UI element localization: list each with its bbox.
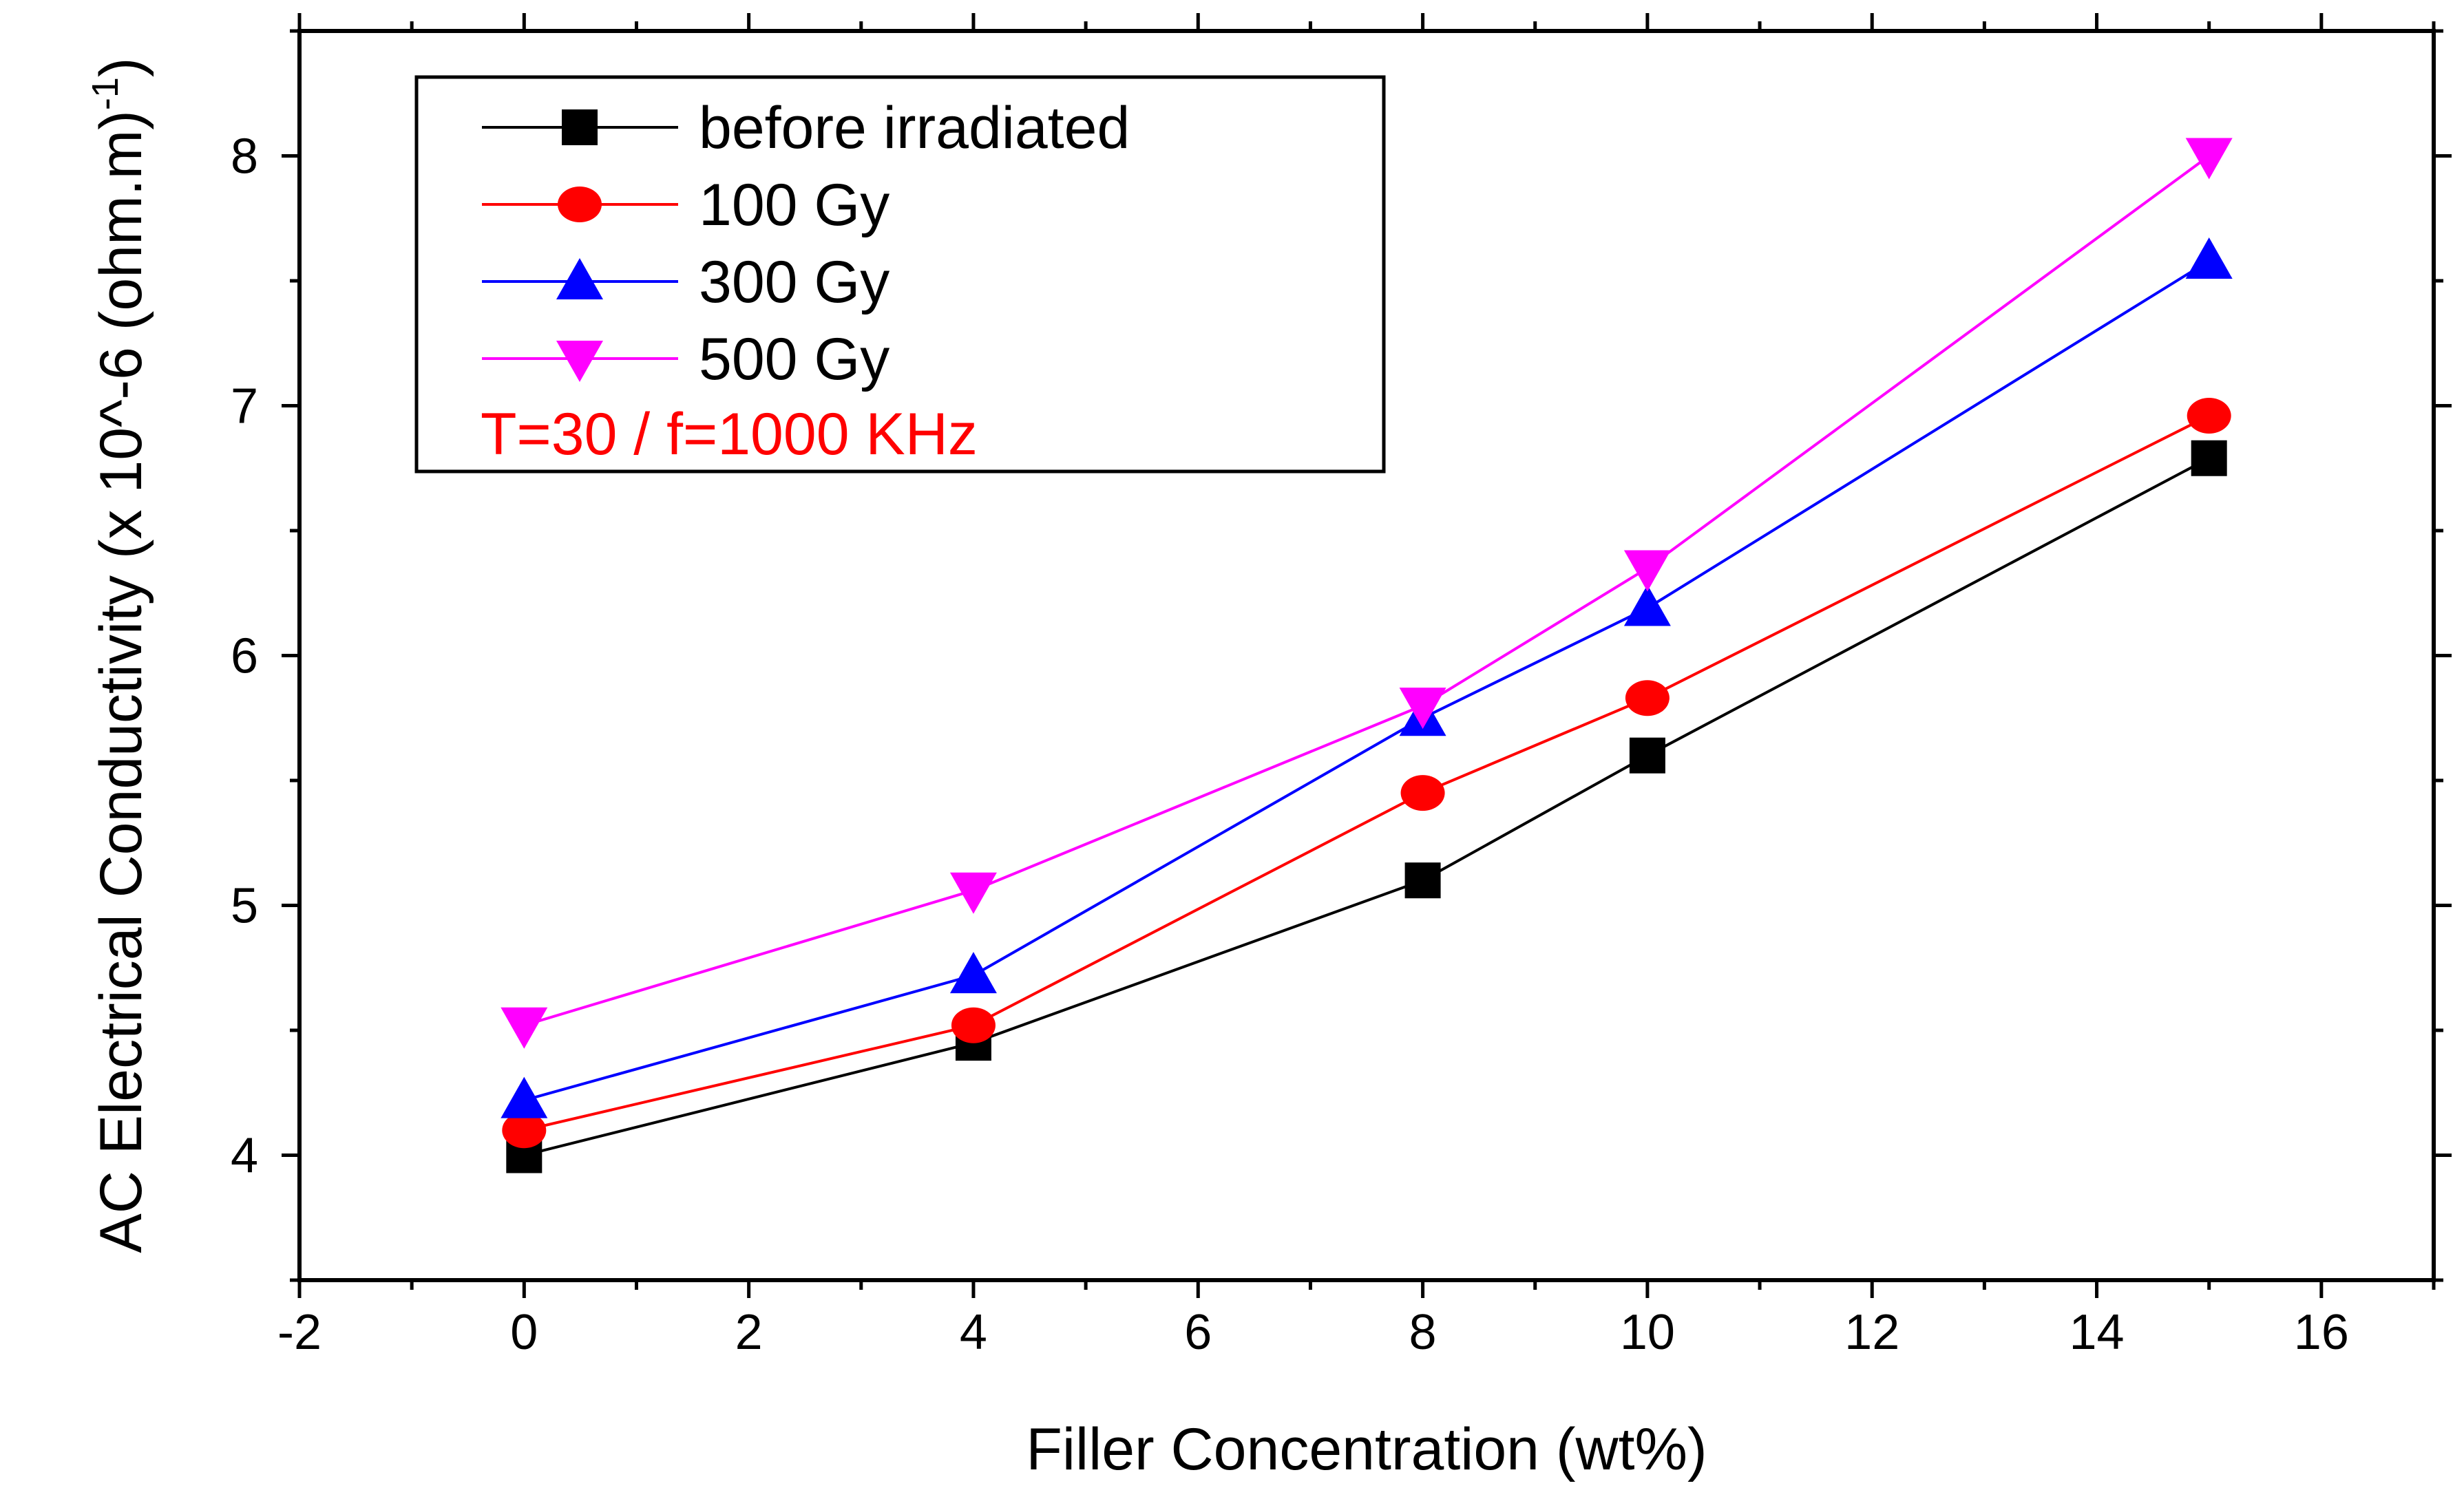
data-point (1400, 775, 1445, 811)
legend-label: 500 Gy (699, 326, 889, 392)
tick-labels: -2 0 2 4 6 8 10 12 14 16 4 5 6 7 8 (231, 129, 2349, 1361)
x-tick-label: 0 (510, 1305, 538, 1360)
data-point (1399, 688, 1446, 730)
series-1 (502, 398, 2231, 1149)
data-point (1623, 550, 1671, 592)
x-tick-label: 14 (2069, 1305, 2124, 1360)
legend-item: before irradiated (482, 95, 1130, 161)
series-3 (501, 138, 2233, 1049)
x-tick-label: 4 (960, 1305, 987, 1360)
data-point (1629, 737, 1665, 774)
series-0 (506, 440, 2227, 1173)
x-tick-label: 6 (1184, 1305, 1212, 1360)
y-tick-label: 6 (231, 629, 258, 684)
legend-item: 500 Gy (482, 326, 889, 392)
data-point (1404, 862, 1441, 899)
data-point (502, 1112, 547, 1149)
legend-label: before irradiated (699, 95, 1130, 161)
legend-marker (562, 109, 598, 145)
y-tick-label: 7 (231, 379, 258, 434)
data-point (1623, 584, 1671, 626)
data-point (949, 952, 997, 994)
data-point (501, 1076, 548, 1118)
x-tick-label: 2 (735, 1305, 763, 1360)
legend-note: T=30 / f=1000 KHz (481, 401, 978, 467)
data-point (1625, 680, 1670, 716)
data-point (501, 1007, 548, 1049)
axis-ticks (282, 13, 2452, 1298)
legend-marker (556, 341, 603, 382)
data-point (2185, 237, 2233, 279)
legend-label: 300 Gy (699, 249, 889, 315)
data-point (2185, 138, 2233, 180)
data-point (2187, 398, 2231, 434)
x-tick-label: 16 (2294, 1305, 2349, 1360)
x-tick-label: -2 (277, 1305, 322, 1360)
data-point (951, 1007, 996, 1043)
legend-item: 300 Gy (482, 249, 889, 315)
x-axis-title: Filler Concentration (wt%) (1026, 1416, 1707, 1482)
series-layer (501, 138, 2233, 1173)
x-tick-label: 10 (1620, 1305, 1675, 1360)
legend-marker (558, 187, 602, 222)
data-point (949, 872, 997, 914)
x-tick-label: 8 (1409, 1305, 1437, 1360)
legend-item: 100 Gy (482, 172, 889, 238)
legend-marker (556, 258, 603, 299)
data-point (2191, 440, 2227, 476)
x-tick-label: 12 (1844, 1305, 1899, 1360)
legend-label: 100 Gy (699, 172, 889, 238)
y-axis-title: AC Electrical Conductivity (x 10^-6 (ohm… (85, 57, 154, 1253)
y-tick-label: 4 (231, 1129, 258, 1184)
y-tick-label: 8 (231, 129, 258, 184)
legend: before irradiated 100 Gy 300 Gy 500 Gy T=30… (414, 75, 1386, 474)
y-tick-label: 5 (231, 879, 258, 934)
legend-items: before irradiated 100 Gy 300 Gy 500 Gy (482, 95, 1130, 392)
